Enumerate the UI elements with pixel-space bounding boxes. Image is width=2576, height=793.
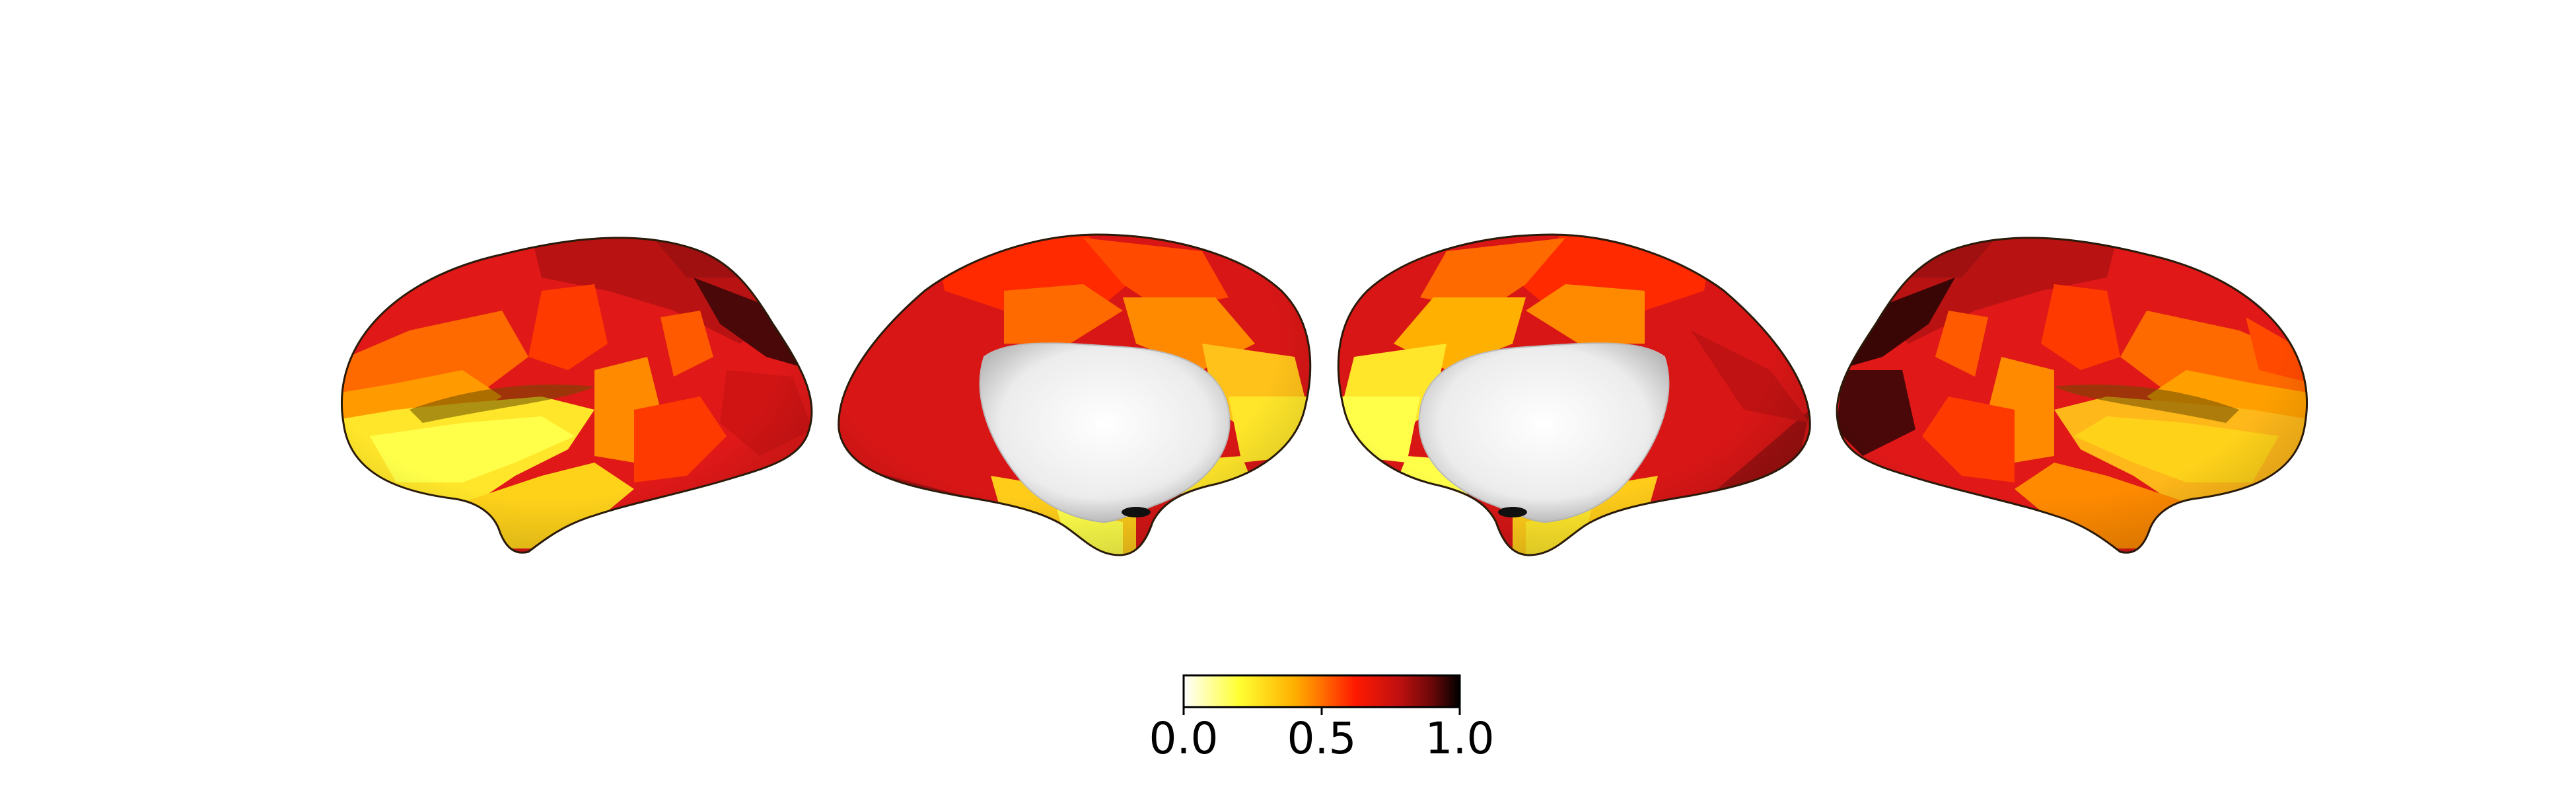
right-lateral-hemisphere (1836, 237, 2308, 554)
left-lateral-hemisphere (340, 237, 813, 554)
left-medial-hemisphere (838, 233, 1312, 556)
colorbar-tick-label-max: 1.0 (1425, 713, 1495, 764)
right-medial-hemisphere (1337, 233, 1811, 556)
colorbar-gradient (1182, 674, 1461, 708)
colorbar (1182, 674, 1461, 715)
colorbar-tick-label-min: 0.0 (1149, 713, 1219, 764)
colorbar-tick-label-mid: 0.5 (1287, 713, 1357, 764)
